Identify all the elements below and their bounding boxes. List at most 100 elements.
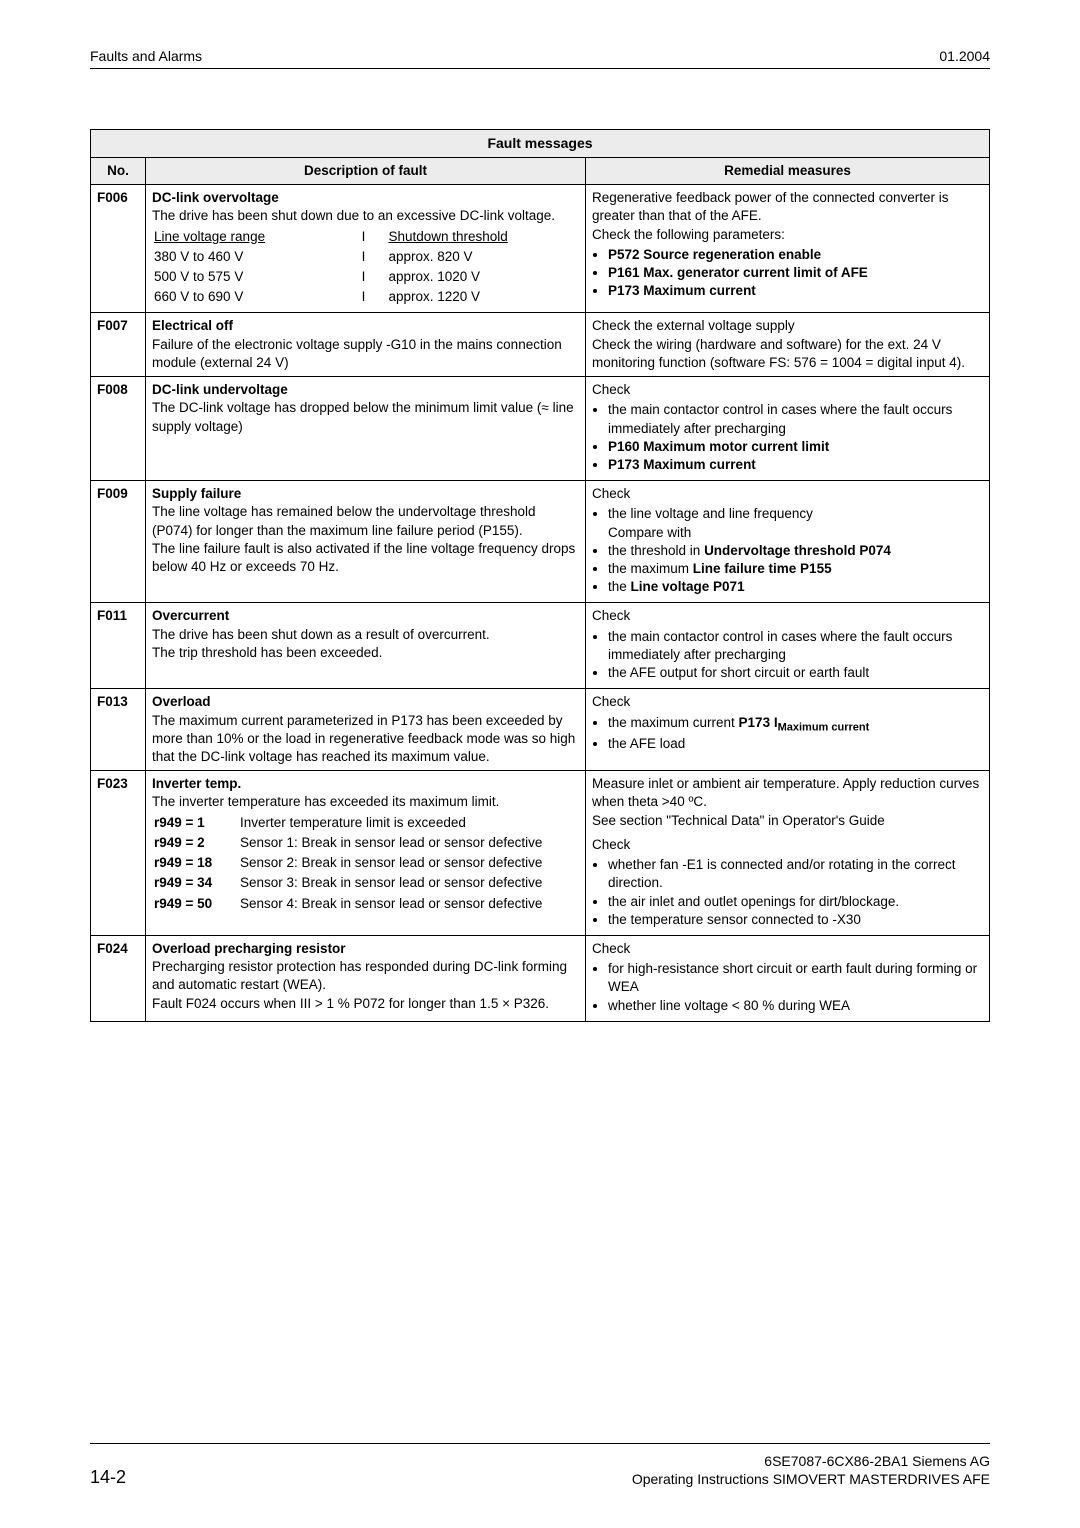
list-item: P160 Maximum motor current limit xyxy=(608,438,983,456)
table-row: F011 Overcurrent The drive has been shut… xyxy=(91,603,990,689)
fault-title: DC-link undervoltage xyxy=(152,381,579,399)
list-item: the main contactor control in cases wher… xyxy=(608,628,983,664)
text: Check xyxy=(592,693,983,711)
list-item: the air inlet and outlet openings for di… xyxy=(608,893,983,911)
fault-no: F013 xyxy=(91,689,146,771)
lv-r: approx. 820 V xyxy=(388,248,577,266)
fault-desc: Electrical off Failure of the electronic… xyxy=(146,313,586,377)
fault-title: Electrical off xyxy=(152,317,579,335)
footer-line2: Operating Instructions SIMOVERT MASTERDR… xyxy=(632,1471,990,1487)
fault-desc: Overload The maximum current parameteriz… xyxy=(146,689,586,771)
text: Check xyxy=(592,485,983,503)
r949-code: r949 = 50 xyxy=(154,895,238,913)
fault-remedy: Check the maximum current P173 IMaximum … xyxy=(586,689,990,771)
text: Failure of the electronic voltage supply… xyxy=(152,336,579,372)
page-number: 14-2 xyxy=(90,1467,126,1488)
r949-code: r949 = 18 xyxy=(154,854,238,872)
fault-remedy: Check the main contactor control in case… xyxy=(586,377,990,481)
table-row: F023 Inverter temp. The inverter tempera… xyxy=(91,771,990,936)
fault-no: F009 xyxy=(91,481,146,603)
text: Fault F024 occurs when III > 1 % P072 fo… xyxy=(152,995,579,1013)
list-item: the maximum Line failure time P155 xyxy=(608,560,983,578)
r949-text: Sensor 2: Break in sensor lead or sensor… xyxy=(240,854,577,872)
text: Check the following parameters: xyxy=(592,226,983,244)
list-item: P173 Maximum current xyxy=(608,282,983,300)
fault-desc: DC-link undervoltage The DC-link voltage… xyxy=(146,377,586,481)
lv-r: approx. 1220 V xyxy=(388,288,577,306)
lv-l: 500 V to 575 V xyxy=(154,268,343,286)
col-rem: Remedial measures xyxy=(586,157,990,184)
r949-code: r949 = 34 xyxy=(154,874,238,892)
text: The inverter temperature has exceeded it… xyxy=(152,793,579,811)
list-item: P161 Max. generator current limit of AFE xyxy=(608,264,983,282)
fault-remedy: Check for high-resistance short circuit … xyxy=(586,935,990,1021)
header-left: Faults and Alarms xyxy=(90,48,202,64)
text: Regenerative feedback power of the conne… xyxy=(592,189,983,225)
list-item: the threshold in Undervoltage threshold … xyxy=(608,542,983,560)
table-title: Fault messages xyxy=(91,130,990,158)
list-item: the main contactor control in cases wher… xyxy=(608,401,983,437)
table-title-row: Fault messages xyxy=(91,130,990,158)
lv-l: 660 V to 690 V xyxy=(154,288,343,306)
page-footer: 14-2 6SE7087-6CX86-2BA1 Siemens AG Opera… xyxy=(90,1443,990,1488)
text: Precharging resistor protection has resp… xyxy=(152,958,579,994)
fault-title: Overload precharging resistor xyxy=(152,940,579,958)
text: Check the wiring (hardware and software)… xyxy=(592,336,983,372)
fault-remedy: Check the main contactor control in case… xyxy=(586,603,990,689)
header-right: 01.2004 xyxy=(939,48,990,64)
col-no: No. xyxy=(91,157,146,184)
text: Check xyxy=(592,607,983,625)
lv-head-l: Line voltage range xyxy=(154,229,265,244)
text: The line voltage has remained below the … xyxy=(152,503,579,539)
table-row: F024 Overload precharging resistor Prech… xyxy=(91,935,990,1021)
fault-title: Inverter temp. xyxy=(152,775,579,793)
lv-l: 380 V to 460 V xyxy=(154,248,343,266)
r949-table: r949 = 1Inverter temperature limit is ex… xyxy=(152,812,579,915)
lv-head-r: Shutdown threshold xyxy=(388,229,507,244)
fault-desc: Overcurrent The drive has been shut down… xyxy=(146,603,586,689)
fault-desc: Supply failure The line voltage has rema… xyxy=(146,481,586,603)
text: Check the external voltage supply xyxy=(592,317,983,335)
table-header-row: No. Description of fault Remedial measur… xyxy=(91,157,990,184)
list-item: whether fan -E1 is connected and/or rota… xyxy=(608,856,983,892)
fault-no: F023 xyxy=(91,771,146,936)
fault-desc: DC-link overvoltage The drive has been s… xyxy=(146,185,586,313)
text: The maximum current parameterized in P17… xyxy=(152,712,579,767)
text: The line failure fault is also activated… xyxy=(152,540,579,576)
list-item: for high-resistance short circuit or ear… xyxy=(608,960,983,996)
fault-no: F007 xyxy=(91,313,146,377)
running-header: Faults and Alarms 01.2004 xyxy=(90,48,990,69)
fault-desc: Overload precharging resistor Prechargin… xyxy=(146,935,586,1021)
list-item: P572 Source regeneration enable xyxy=(608,246,983,264)
text: The drive has been shut down due to an e… xyxy=(152,207,579,225)
lv-r: approx. 1020 V xyxy=(388,268,577,286)
fault-table: Fault messages No. Description of fault … xyxy=(90,129,990,1022)
list-item: the AFE output for short circuit or eart… xyxy=(608,664,983,682)
fault-no: F008 xyxy=(91,377,146,481)
list-item: P173 Maximum current xyxy=(608,456,983,474)
table-row: F013 Overload The maximum current parame… xyxy=(91,689,990,771)
list-item: the temperature sensor connected to -X30 xyxy=(608,911,983,929)
list-item: the line voltage and line frequency Comp… xyxy=(608,505,983,541)
col-desc: Description of fault xyxy=(146,157,586,184)
text: The trip threshold has been exceeded. xyxy=(152,644,579,662)
r949-text: Sensor 1: Break in sensor lead or sensor… xyxy=(240,834,577,852)
r949-code: r949 = 1 xyxy=(154,814,238,832)
fault-remedy: Measure inlet or ambient air temperature… xyxy=(586,771,990,936)
fault-desc: Inverter temp. The inverter temperature … xyxy=(146,771,586,936)
fault-title: DC-link overvoltage xyxy=(152,189,579,207)
fault-no: F024 xyxy=(91,935,146,1021)
r949-text: Sensor 4: Break in sensor lead or sensor… xyxy=(240,895,577,913)
r949-text: Inverter temperature limit is exceeded xyxy=(240,814,577,832)
text: Check xyxy=(592,836,983,854)
r949-text: Sensor 3: Break in sensor lead or sensor… xyxy=(240,874,577,892)
fault-remedy: Regenerative feedback power of the conne… xyxy=(586,185,990,313)
text: Check xyxy=(592,381,983,399)
fault-title: Overcurrent xyxy=(152,607,579,625)
r949-code: r949 = 2 xyxy=(154,834,238,852)
table-row: F008 DC-link undervoltage The DC-link vo… xyxy=(91,377,990,481)
table-row: F006 DC-link overvoltage The drive has b… xyxy=(91,185,990,313)
fault-title: Supply failure xyxy=(152,485,579,503)
table-row: F007 Electrical off Failure of the elect… xyxy=(91,313,990,377)
text: Measure inlet or ambient air temperature… xyxy=(592,775,983,811)
